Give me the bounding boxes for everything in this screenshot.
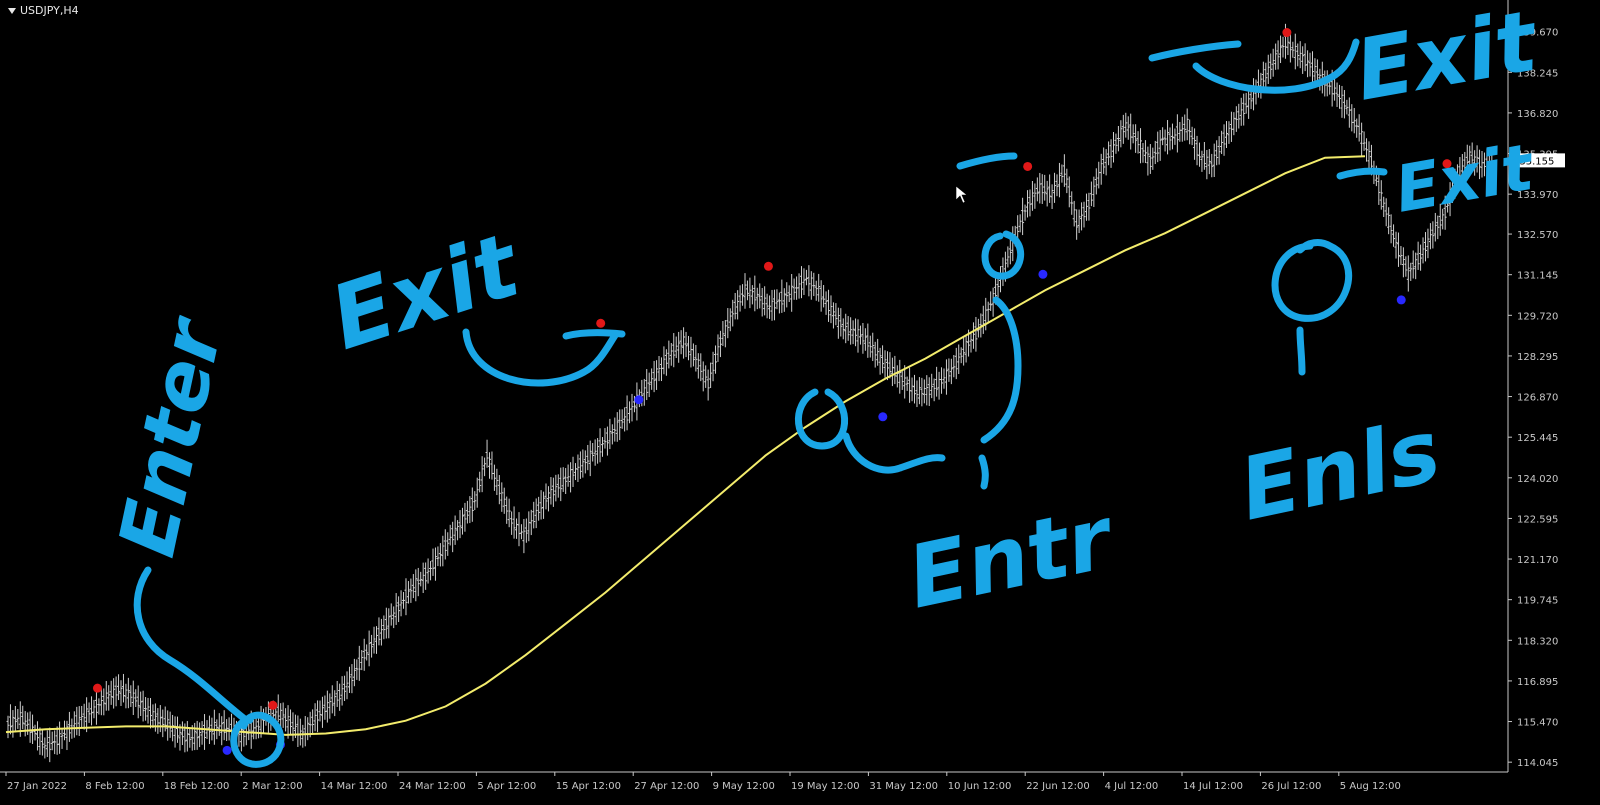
- y-tick-label: 119.745: [1517, 596, 1558, 607]
- swing-high-marker: [1282, 28, 1292, 38]
- swing-low-marker: [878, 412, 888, 422]
- annotation-exit-label: Exit: [319, 213, 533, 370]
- swing-low-marker: [634, 395, 644, 405]
- y-tick-label: 124.020: [1517, 474, 1558, 485]
- exit-dash-3: [1336, 167, 1388, 180]
- x-tick-label: 5 Aug 12:00: [1340, 781, 1401, 792]
- exit-dash-1: [1148, 40, 1242, 62]
- annotation-entr-label: Entr: [900, 487, 1124, 628]
- x-tick-label: 10 Jun 12:00: [948, 781, 1012, 792]
- y-tick-label: 126.870: [1517, 393, 1558, 404]
- annotation-exit-right-label: Exit: [1390, 131, 1541, 228]
- enls-leader-line: [1296, 326, 1306, 376]
- x-tick-label: 24 Mar 12:00: [399, 781, 466, 792]
- swing-high-marker: [596, 318, 606, 328]
- x-tick-label: 14 Mar 12:00: [321, 781, 388, 792]
- entry-brace: [978, 296, 1022, 490]
- current-price-box: [1509, 153, 1565, 168]
- entry-leader-hook: [842, 432, 946, 474]
- x-tick-label: 31 May 12:00: [869, 781, 938, 792]
- mouse-cursor-icon: [955, 185, 968, 204]
- swing-low-marker: [1038, 269, 1048, 279]
- x-tick-label: 2 Mar 12:00: [242, 781, 302, 792]
- annotation-enter-label: Enter: [103, 309, 241, 564]
- x-tick-label: 26 Jul 12:00: [1261, 781, 1321, 792]
- entry-circle-2: [795, 388, 848, 450]
- swing-high-marker: [1442, 159, 1452, 169]
- x-tick-label: 15 Apr 12:00: [556, 781, 621, 792]
- x-tick-label: 5 Apr 12:00: [477, 781, 536, 792]
- y-tick-label: 114.045: [1517, 758, 1558, 769]
- enter-leader-line: [133, 566, 250, 724]
- exit-leader-hook: [1192, 38, 1360, 94]
- swing-high-marker: [1023, 161, 1033, 171]
- x-tick-label: 19 May 12:00: [791, 781, 860, 792]
- entry-circle-4: [1271, 239, 1353, 322]
- y-tick-label: 133.970: [1517, 190, 1558, 201]
- exit-dash-2: [956, 152, 1018, 170]
- y-tick-label: 129.720: [1517, 311, 1558, 322]
- y-tick-label: 136.820: [1517, 109, 1558, 120]
- y-tick-label: 128.295: [1517, 352, 1558, 363]
- swing-low-marker: [222, 745, 232, 755]
- y-tick-label: 139.670: [1517, 28, 1558, 39]
- x-tick-label: 9 May 12:00: [713, 781, 775, 792]
- entry-circle-1: [230, 711, 285, 768]
- x-tick-label: 4 Jul 12:00: [1105, 781, 1159, 792]
- annotation-enls-label: Enls: [1232, 401, 1449, 541]
- current-price-label: 135.155: [1513, 156, 1554, 167]
- x-tick-label: 18 Feb 12:00: [164, 781, 230, 792]
- y-tick-label: 121.170: [1517, 555, 1558, 566]
- y-tick-label: 131.145: [1517, 271, 1558, 282]
- swing-high-marker: [268, 700, 278, 710]
- swing-low-marker: [1396, 295, 1406, 305]
- swing-high-marker: [763, 261, 773, 271]
- chart-title[interactable]: USDJPY,H4: [8, 4, 79, 17]
- x-tick-label: 8 Feb 12:00: [85, 781, 144, 792]
- swing-high-marker: [92, 683, 102, 693]
- exit-leader-arc: [462, 328, 620, 387]
- annotation-exit-top-label: Exit: [1348, 0, 1546, 120]
- y-tick-label: 116.895: [1517, 677, 1558, 688]
- entry-circle-3: [981, 230, 1025, 280]
- x-tick-label: 22 Jun 12:00: [1026, 781, 1090, 792]
- y-tick-label: 132.570: [1517, 230, 1558, 241]
- y-tick-label: 125.445: [1517, 433, 1558, 444]
- y-tick-label: 118.320: [1517, 636, 1558, 647]
- x-tick-label: 27 Apr 12:00: [634, 781, 699, 792]
- exit-dash-4: [562, 329, 626, 340]
- y-tick-label: 115.470: [1517, 718, 1558, 729]
- x-tick-label: 14 Jul 12:00: [1183, 781, 1243, 792]
- y-tick-label: 122.595: [1517, 514, 1558, 525]
- x-tick-label: 27 Jan 2022: [7, 781, 67, 792]
- y-tick-label: 138.245: [1517, 68, 1558, 79]
- dropdown-triangle-icon[interactable]: [8, 8, 16, 14]
